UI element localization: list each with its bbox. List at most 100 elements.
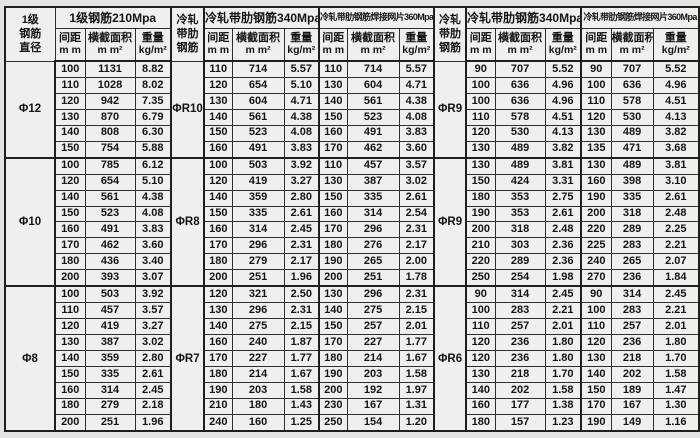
- cell-weight: 4.08: [283, 124, 320, 142]
- cell-weight: 3.82: [652, 124, 700, 142]
- header-weight: 重量 kg/m²: [544, 28, 582, 62]
- cell-weight: 2.01: [544, 318, 582, 336]
- cell-weight: 4.51: [652, 92, 700, 110]
- cell-spacing: 170: [203, 237, 233, 255]
- cell-spacing: 100: [580, 302, 612, 320]
- cell-spacing: 120: [465, 334, 496, 352]
- cell-area: 180: [231, 397, 285, 415]
- table-row: 120 654 5.10 120 419 3.27 130 387 3.02 150 424 3.31…: [5, 173, 700, 191]
- cell-spacing: 180: [203, 365, 233, 383]
- cell-area: 398: [610, 173, 654, 191]
- cell-area: 227: [346, 334, 400, 352]
- cell-spacing: 160: [580, 173, 612, 191]
- table-row: 150 523 4.08 150 335 2.61 160 314 2.54 190 353 2.61…: [5, 205, 700, 223]
- cell-weight: 2.36: [544, 237, 582, 255]
- cell-spacing: 160: [203, 221, 233, 239]
- cell-area: 279: [231, 253, 285, 271]
- cell-spacing: 190: [580, 189, 612, 207]
- cell-area: 240: [231, 334, 285, 352]
- cell-weight: 3.81: [544, 156, 582, 175]
- cell-area: 578: [494, 108, 546, 126]
- header-group-welded-mesh-360mpa-right: 冷轧带肋钢筋焊接网片360Mpa: [580, 6, 700, 29]
- cell-spacing: 120: [465, 124, 496, 142]
- cell-area: 523: [346, 108, 400, 126]
- cell-weight: 4.08: [398, 108, 435, 126]
- cell-spacing: 150: [580, 381, 612, 399]
- cell-spacing: 150: [318, 189, 348, 207]
- cell-spacing: 100: [54, 156, 86, 175]
- cell-spacing: 140: [203, 189, 233, 207]
- cell-weight: 2.01: [398, 318, 435, 336]
- cell-spacing: 180: [465, 189, 496, 207]
- cell-weight: 2.50: [283, 285, 320, 304]
- cell-area: 561: [84, 189, 136, 207]
- cell-area: 227: [231, 350, 285, 367]
- cell-area: 203: [231, 381, 285, 399]
- cell-weight: 2.18: [134, 397, 172, 415]
- cell-weight: 2.31: [398, 285, 435, 304]
- cell-spacing: 240: [203, 413, 233, 432]
- cell-area: 419: [84, 318, 136, 336]
- cell-weight: 5.10: [283, 77, 320, 94]
- header-group-grade1-210mpa: 1级钢筋210Mpa: [54, 6, 172, 29]
- cell-area: 321: [231, 285, 285, 304]
- cell-area: 353: [494, 189, 546, 207]
- row-label-grade1-diameter: Φ10: [4, 156, 56, 287]
- cell-spacing: 110: [54, 302, 86, 320]
- cell-weight: 3.27: [134, 318, 172, 336]
- cell-spacing: 140: [203, 318, 233, 336]
- cell-area: 265: [610, 253, 654, 271]
- cell-area: 654: [231, 77, 285, 94]
- cell-spacing: 110: [580, 318, 612, 336]
- cell-area: 359: [231, 189, 285, 207]
- cell-weight: 4.96: [544, 92, 582, 110]
- cell-weight: 2.36: [544, 253, 582, 271]
- cell-spacing: 120: [203, 77, 233, 94]
- cell-spacing: 90: [580, 285, 612, 304]
- cell-area: 491: [346, 124, 400, 142]
- cell-area: 353: [494, 205, 546, 223]
- cell-spacing: 180: [54, 397, 86, 415]
- cell-area: 314: [346, 205, 400, 223]
- cell-weight: 3.83: [283, 140, 320, 159]
- cell-weight: 1.58: [544, 381, 582, 399]
- header-group-welded-mesh-360mpa-left: 冷轧带肋钢筋焊接网片360Mpa: [318, 6, 435, 29]
- header-group-cold-rolled-340mpa-left: 冷轧带肋钢筋340Mpa: [203, 6, 320, 29]
- table-row: 110 1028 8.02 120 654 5.10 130 604 4.71 100 636 4.9…: [5, 77, 700, 94]
- cell-area: 604: [346, 77, 400, 94]
- header-weight: 重量 kg/m²: [398, 28, 435, 62]
- header-spacing: 间距 m m: [203, 28, 233, 62]
- cell-weight: 2.25: [652, 221, 700, 239]
- cell-weight: 6.30: [134, 124, 172, 142]
- cell-area: 636: [494, 77, 546, 94]
- cell-area: 707: [494, 60, 546, 79]
- cell-area: 318: [494, 221, 546, 239]
- cell-area: 636: [610, 77, 654, 94]
- cell-spacing: 140: [318, 92, 348, 110]
- cell-spacing: 130: [54, 334, 86, 352]
- cell-spacing: 200: [318, 269, 348, 287]
- cell-spacing: 130: [203, 302, 233, 320]
- row-label-cold-rolled-left: ΦR8: [170, 156, 206, 287]
- cell-area: 314: [84, 381, 136, 399]
- cell-weight: 1.96: [134, 413, 172, 432]
- cell-spacing: 200: [465, 221, 496, 239]
- cell-area: 167: [346, 397, 400, 415]
- table-row: 200 393 3.07 200 251 1.96 200 251 1.78 250 254 1.98…: [5, 269, 700, 287]
- header-area: 横截面积 m m²: [346, 28, 400, 62]
- cell-area: 462: [346, 140, 400, 159]
- cell-area: 457: [84, 302, 136, 320]
- cell-weight: 5.10: [134, 173, 172, 191]
- cell-area: 335: [610, 189, 654, 207]
- cell-spacing: 90: [465, 285, 496, 304]
- cell-weight: 3.10: [652, 173, 700, 191]
- cell-weight: 8.02: [134, 77, 172, 94]
- cell-weight: 2.21: [652, 302, 700, 320]
- cell-spacing: 170: [580, 397, 612, 415]
- cell-area: 561: [231, 108, 285, 126]
- cell-weight: 1.98: [544, 269, 582, 287]
- cell-weight: 1.47: [652, 381, 700, 399]
- cell-area: 636: [494, 92, 546, 110]
- cell-area: 177: [494, 397, 546, 415]
- cell-spacing: 90: [465, 60, 496, 79]
